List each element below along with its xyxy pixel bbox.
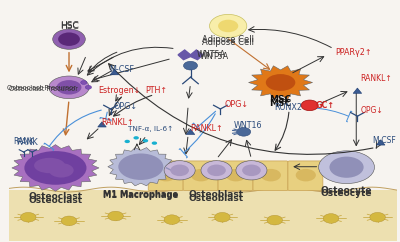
Circle shape: [218, 20, 238, 32]
Ellipse shape: [56, 80, 82, 95]
FancyBboxPatch shape: [148, 161, 183, 190]
Ellipse shape: [236, 161, 267, 180]
Circle shape: [124, 140, 130, 143]
Ellipse shape: [24, 151, 86, 185]
Circle shape: [61, 216, 77, 226]
Circle shape: [143, 139, 148, 142]
Text: RANK: RANK: [17, 138, 38, 147]
Text: GC↑: GC↑: [316, 101, 335, 110]
Ellipse shape: [164, 161, 195, 180]
Text: Osteoclast Precursor: Osteoclast Precursor: [7, 85, 76, 91]
Circle shape: [210, 15, 247, 38]
Circle shape: [134, 136, 139, 140]
Text: RANKL↑: RANKL↑: [360, 74, 392, 83]
Text: OPG↓: OPG↓: [114, 102, 138, 111]
Text: Osteocyte: Osteocyte: [321, 186, 372, 195]
Circle shape: [323, 214, 339, 223]
Ellipse shape: [156, 169, 176, 182]
Text: Osteoclast: Osteoclast: [28, 192, 82, 201]
Text: Estrogen↓: Estrogen↓: [98, 86, 141, 95]
Text: MSC: MSC: [270, 95, 292, 104]
FancyBboxPatch shape: [218, 161, 253, 190]
Circle shape: [301, 100, 318, 111]
FancyBboxPatch shape: [288, 161, 323, 190]
FancyBboxPatch shape: [253, 161, 288, 190]
Text: Osteoclast Precursor: Osteoclast Precursor: [9, 85, 78, 91]
Polygon shape: [353, 88, 362, 93]
Text: TNF-α, IL-6↑: TNF-α, IL-6↑: [128, 126, 173, 132]
FancyBboxPatch shape: [183, 161, 218, 190]
Text: OPG↓: OPG↓: [360, 106, 383, 115]
Ellipse shape: [318, 151, 374, 184]
Text: HSC: HSC: [60, 22, 78, 31]
Polygon shape: [248, 66, 312, 99]
Circle shape: [85, 85, 92, 89]
Ellipse shape: [118, 153, 163, 180]
Circle shape: [20, 212, 36, 222]
Ellipse shape: [296, 169, 316, 182]
Text: MSC: MSC: [270, 99, 292, 108]
Circle shape: [152, 142, 157, 145]
Text: Adipose Cell: Adipose Cell: [202, 35, 254, 44]
Ellipse shape: [58, 32, 80, 46]
Polygon shape: [178, 50, 203, 60]
Text: OPG↓: OPG↓: [224, 100, 248, 109]
Ellipse shape: [49, 163, 74, 178]
Text: WNT16: WNT16: [233, 121, 262, 130]
Circle shape: [81, 81, 87, 84]
Polygon shape: [186, 129, 195, 135]
Ellipse shape: [170, 165, 189, 176]
Ellipse shape: [201, 161, 232, 180]
Text: WNT5A: WNT5A: [200, 52, 229, 61]
Polygon shape: [98, 122, 106, 127]
Circle shape: [164, 215, 180, 225]
Text: Osteoblast: Osteoblast: [189, 194, 244, 203]
Text: PTH↑: PTH↑: [145, 86, 168, 95]
Text: Osteocyte: Osteocyte: [321, 189, 372, 198]
Circle shape: [184, 61, 198, 70]
Polygon shape: [376, 140, 385, 145]
Text: Osteoblast: Osteoblast: [189, 190, 244, 199]
Text: M1 Macrophage: M1 Macrophage: [103, 190, 178, 199]
Text: RANKL↑: RANKL↑: [190, 124, 223, 133]
Ellipse shape: [34, 158, 65, 173]
Ellipse shape: [191, 169, 211, 182]
Polygon shape: [108, 148, 174, 186]
Ellipse shape: [261, 169, 281, 182]
Circle shape: [237, 128, 251, 136]
Ellipse shape: [242, 165, 261, 176]
Text: M-CSF: M-CSF: [109, 65, 134, 74]
Text: HSC: HSC: [60, 22, 78, 30]
Circle shape: [267, 215, 282, 225]
Polygon shape: [110, 69, 119, 75]
Text: Osteoclast: Osteoclast: [28, 196, 82, 205]
Text: M-CSF: M-CSF: [373, 136, 396, 145]
Ellipse shape: [53, 29, 85, 49]
Text: RANKL↑: RANKL↑: [101, 118, 134, 127]
Ellipse shape: [49, 76, 89, 99]
Text: Adipose Cell: Adipose Cell: [202, 38, 254, 47]
Text: RUNX2: RUNX2: [274, 103, 302, 112]
Polygon shape: [12, 145, 99, 191]
Text: M1 Macrophage: M1 Macrophage: [103, 191, 178, 201]
Ellipse shape: [330, 157, 364, 178]
Circle shape: [214, 212, 230, 222]
Circle shape: [370, 212, 385, 222]
FancyBboxPatch shape: [9, 189, 397, 241]
Ellipse shape: [266, 74, 295, 91]
Text: PPARγ2↑: PPARγ2↑: [335, 48, 372, 57]
Text: RANK: RANK: [13, 137, 34, 146]
Ellipse shape: [207, 165, 226, 176]
Ellipse shape: [226, 169, 246, 182]
Text: WNT5A: WNT5A: [197, 50, 226, 59]
Circle shape: [108, 211, 123, 221]
